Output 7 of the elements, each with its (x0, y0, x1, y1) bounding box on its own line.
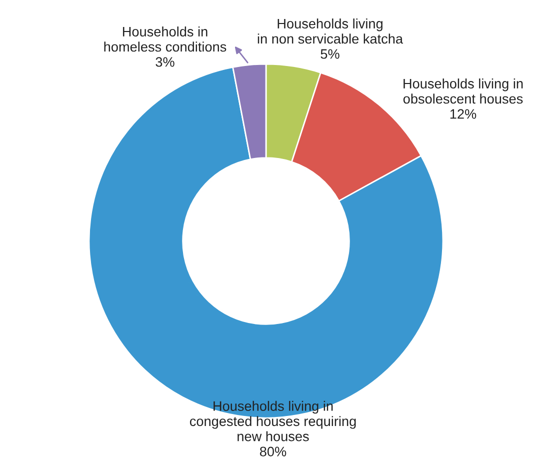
data-label: 5% (320, 49, 340, 59)
slice-label: Households living in obsolescent houses (403, 78, 523, 104)
data-label: 3% (156, 57, 174, 67)
data-label: 80% (260, 446, 286, 456)
data-label: 12% (450, 109, 476, 119)
slice-label: Households living in non servicable katcha (258, 18, 404, 44)
slice-label: Households in homeless conditions (104, 26, 226, 52)
